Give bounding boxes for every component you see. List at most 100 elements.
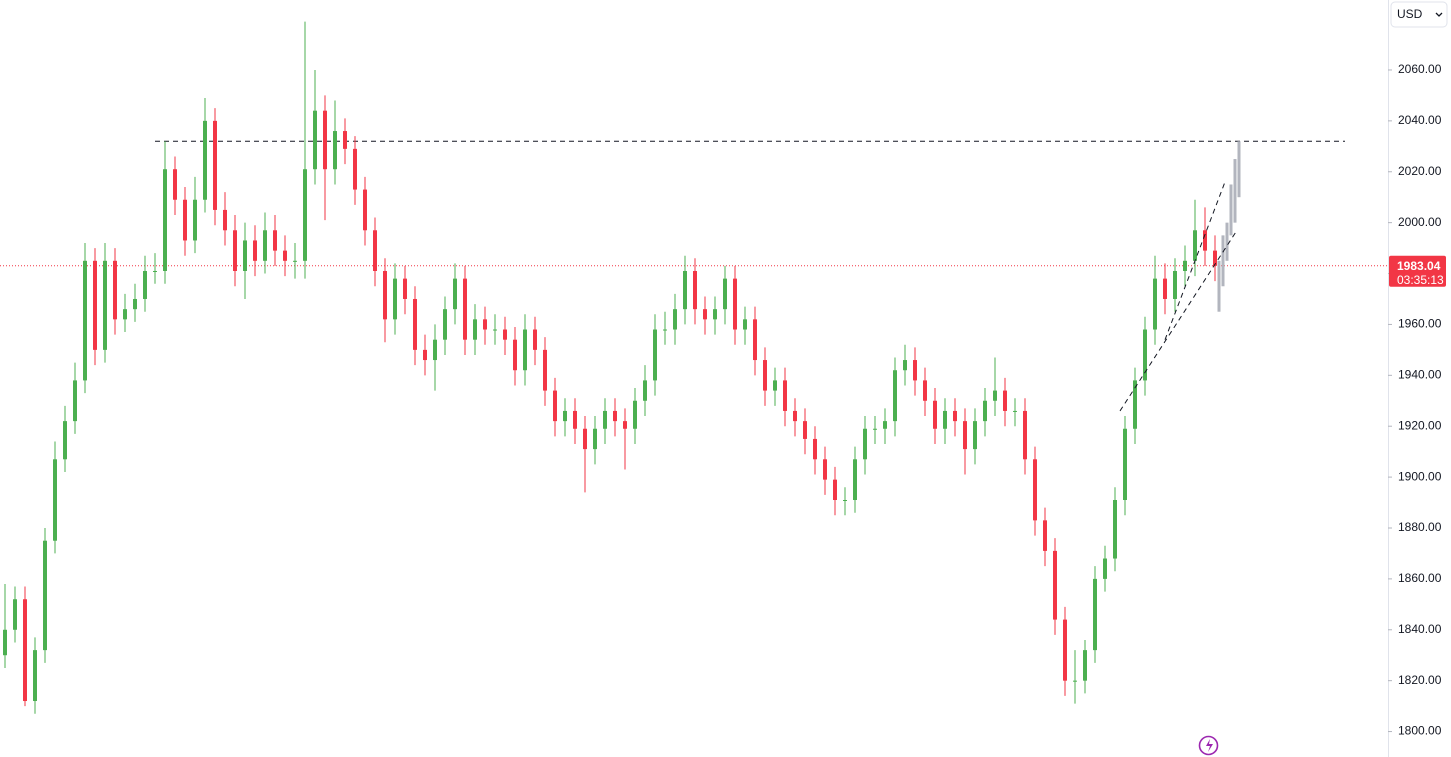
candle-body	[1123, 428, 1127, 501]
candle-body	[713, 309, 717, 320]
candle-body	[643, 380, 647, 401]
candle-body	[323, 110, 327, 170]
plot	[0, 21, 1388, 714]
candle-body	[303, 169, 307, 261]
candle-body	[373, 230, 377, 271]
candle-body	[1143, 329, 1147, 381]
candle-body	[73, 380, 77, 422]
candle-body	[593, 428, 597, 450]
candle-body	[483, 319, 487, 330]
candle-body	[553, 390, 557, 422]
candle-body	[473, 319, 477, 340]
candle-body	[683, 270, 687, 310]
candle-body	[433, 339, 437, 361]
candle-body	[1043, 520, 1047, 551]
candle-body	[53, 459, 57, 541]
candle-body	[293, 260, 297, 262]
trendline	[1164, 181, 1226, 340]
candle-body	[113, 260, 117, 320]
candle-body	[13, 599, 17, 630]
candle-body	[1163, 278, 1167, 299]
candle-body	[1193, 230, 1197, 261]
candle-body	[213, 120, 217, 210]
candle-body	[943, 410, 947, 429]
candle-body	[823, 459, 827, 480]
candle-body	[1173, 270, 1177, 299]
projection-bar	[1221, 235, 1225, 287]
projection-bar	[1225, 222, 1229, 261]
projection-bar	[1233, 159, 1237, 223]
candle-body	[853, 459, 857, 501]
candle-body	[693, 270, 697, 310]
candle-body	[583, 428, 587, 450]
candle-body	[173, 169, 177, 200]
candle-body	[103, 260, 107, 350]
candle-body	[283, 250, 287, 261]
trendline	[1119, 230, 1238, 412]
candle-body	[203, 120, 207, 200]
candle-body	[503, 329, 507, 340]
candle-body	[933, 400, 937, 429]
candle-body	[993, 390, 997, 401]
candle-body	[663, 329, 667, 331]
candle-body	[673, 309, 677, 330]
candle-body	[183, 199, 187, 241]
y-tick-label: 2020.00	[1398, 164, 1442, 178]
candle-body	[143, 270, 147, 299]
candle-body	[1023, 410, 1027, 460]
candle-body	[923, 380, 927, 401]
candle-body	[653, 329, 657, 381]
candle-body	[1063, 619, 1067, 681]
candle-body	[423, 349, 427, 361]
candle-body	[773, 380, 777, 391]
candle-body	[43, 540, 47, 651]
currency-dropdown[interactable]: USD	[1390, 1, 1448, 28]
candle-body	[953, 410, 957, 422]
candle-body	[523, 329, 527, 371]
candle-body	[233, 230, 237, 271]
candle-body	[913, 360, 917, 381]
y-tick-label: 1860.00	[1398, 571, 1442, 585]
icon-bolt[interactable]	[1206, 739, 1213, 752]
candle-body	[223, 209, 227, 231]
candle-body	[33, 650, 37, 702]
chevron-icon[interactable]	[1435, 12, 1443, 17]
candle-body	[883, 421, 887, 429]
candle-body	[253, 240, 257, 261]
icon-circle[interactable]	[1198, 735, 1219, 756]
currency-label[interactable]: USD	[1397, 7, 1423, 21]
countdown-label: 03:35:13	[1397, 273, 1444, 287]
candle-body	[393, 278, 397, 320]
candle-body	[793, 410, 797, 422]
candle-body	[153, 270, 157, 272]
candle-body	[333, 131, 337, 170]
candle-body	[813, 438, 817, 460]
y-tick-label: 1940.00	[1398, 367, 1442, 381]
candle-body	[383, 270, 387, 320]
candle-body	[133, 298, 137, 310]
candle-body	[893, 370, 897, 422]
candle-body	[1003, 390, 1007, 411]
candle-body	[1093, 578, 1097, 651]
candle-body	[353, 148, 357, 190]
candle-body	[533, 329, 537, 350]
candle-body	[443, 309, 447, 340]
candle-body	[1013, 410, 1017, 412]
candle-body	[623, 421, 627, 429]
candle-body	[753, 319, 757, 361]
candle-body	[783, 380, 787, 411]
candle-body	[3, 629, 7, 656]
candle-body	[903, 360, 907, 371]
last-price-label: 1983.04	[1397, 259, 1441, 273]
y-tick-label: 1960.00	[1398, 317, 1442, 331]
y-tick-label: 1820.00	[1398, 673, 1442, 687]
candle-body	[343, 131, 347, 149]
candle-body	[983, 400, 987, 422]
lightning-icon[interactable]	[1198, 735, 1219, 756]
currency-button[interactable]	[1390, 1, 1448, 28]
candle-body	[1133, 380, 1137, 429]
projection-bar	[1229, 184, 1233, 236]
candle-body	[93, 260, 97, 350]
